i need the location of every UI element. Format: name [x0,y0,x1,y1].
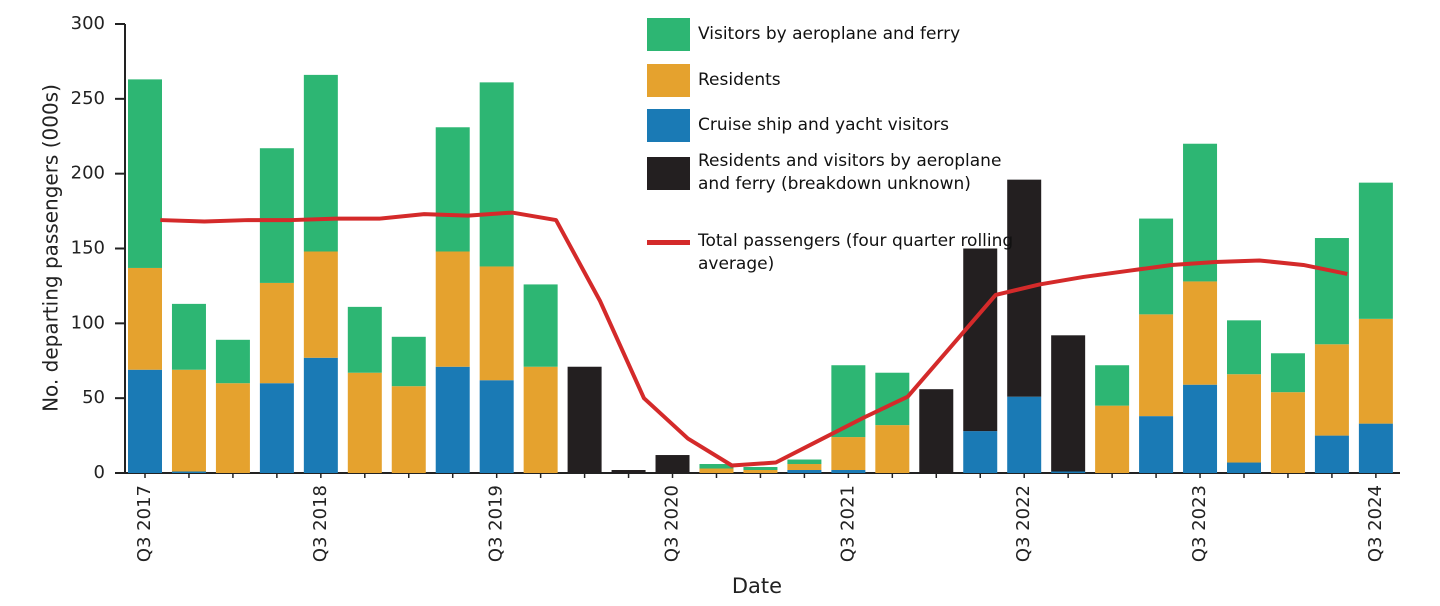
bar-segment [347,306,382,373]
bar-segment [215,383,250,473]
bar-segment [128,79,162,268]
bar-segment [1139,314,1174,417]
bar-segment [523,366,558,473]
legend-swatch [647,240,690,245]
bar-segment [1314,344,1349,436]
bar-segment [567,366,602,473]
bar-segment [1270,392,1305,473]
bar-segment [963,248,998,432]
bar-segment [391,386,426,473]
legend-item: Residents and visitors by aeroplane and … [647,151,1018,196]
bar-segment [435,366,470,473]
legend-swatch [647,18,690,51]
bar-segment [787,470,822,473]
x-tick-label: Q3 2022 [1013,485,1034,562]
bar-segment [699,468,734,473]
bar-segment [259,383,294,473]
legend-label: Total passengers (four quarter rolling a… [698,231,1014,274]
x-tick-label: Q3 2018 [310,485,331,562]
bar-segment [171,303,206,370]
bar-segment [1183,281,1218,385]
bar-segment [391,336,426,387]
x-tick-label: Q3 2020 [662,485,683,562]
bar-segment [831,470,866,473]
x-axis-label: Date [732,574,782,598]
legend-item: Total passengers (four quarter rolling a… [647,231,1018,276]
x-tick-label: Q3 2023 [1189,485,1210,562]
bar-segment [479,82,514,267]
bar-segment [1095,365,1130,406]
bar-segment [303,74,338,252]
bar-segment [171,369,206,472]
bar-segment [1358,318,1393,424]
y-tick-label: 250 [71,88,105,109]
bar-segment [655,455,690,473]
bar-segment [347,372,382,473]
x-tick-label: Q3 2024 [1365,485,1386,562]
legend-label: Residents and visitors by aeroplane and … [698,151,1002,194]
legend-swatch [647,109,690,142]
y-tick-label: 300 [71,13,105,34]
bar-segment [699,464,734,469]
bar-segment [1183,143,1218,282]
x-tick-label: Q3 2017 [134,485,155,562]
bar-segment [1051,471,1086,473]
x-tick-label: Q3 2019 [486,485,507,562]
bar-segment [1227,320,1261,375]
y-tick-label: 150 [71,238,105,259]
bar-segment [1139,416,1174,473]
bar-segment [831,437,866,471]
bar-segment [435,251,470,367]
bar-segment [1314,238,1349,345]
bar-segment [1183,384,1218,473]
bar-segment [303,251,338,358]
bar-segment [435,127,470,252]
y-axis-label: No. departing passengers (000s) [39,84,63,412]
bar-segment [611,470,646,473]
bar-segment [128,369,162,473]
legend-swatch [647,64,690,97]
legend-item: Visitors by aeroplane and ferry [647,18,1018,51]
bar-segment [743,467,778,471]
bar-segment [787,464,822,471]
bar-segment [1358,423,1393,473]
legend-item: Residents [647,64,1018,97]
legend-swatch [647,157,690,190]
bar-segment [1358,182,1393,319]
legend-item: Cruise ship and yacht visitors [647,109,1018,142]
legend-label: Residents [698,70,781,90]
bar-segment [787,459,822,465]
bar-segment [303,357,338,473]
bar-segment [963,431,998,473]
bar-segment [128,267,162,370]
bar-segment [479,380,514,473]
line-series [160,210,1348,468]
bar-segment [259,282,294,384]
bar-segment [215,339,250,384]
bar-segment [1227,462,1261,473]
bar-segment [1314,435,1349,473]
bar-segment [1095,405,1130,473]
bar-segment [1051,335,1086,472]
bar-segment [479,266,514,381]
bar-segment [1270,353,1305,393]
legend-label: Visitors by aeroplane and ferry [698,24,961,44]
bar-segment [259,148,294,283]
y-tick-label: 0 [94,462,105,483]
bar-segment [743,470,778,473]
bar-segment [523,284,558,367]
bar-segment [919,389,954,473]
bar-segment [1227,374,1261,463]
y-tick-label: 50 [82,387,105,408]
y-tick-label: 100 [71,312,105,333]
y-tick-label: 200 [71,163,105,184]
x-tick-label: Q3 2021 [837,485,858,562]
bar-segment [875,425,910,473]
bar-segment [171,471,206,473]
bar-segment [1007,396,1042,473]
legend-label: Cruise ship and yacht visitors [698,115,949,135]
